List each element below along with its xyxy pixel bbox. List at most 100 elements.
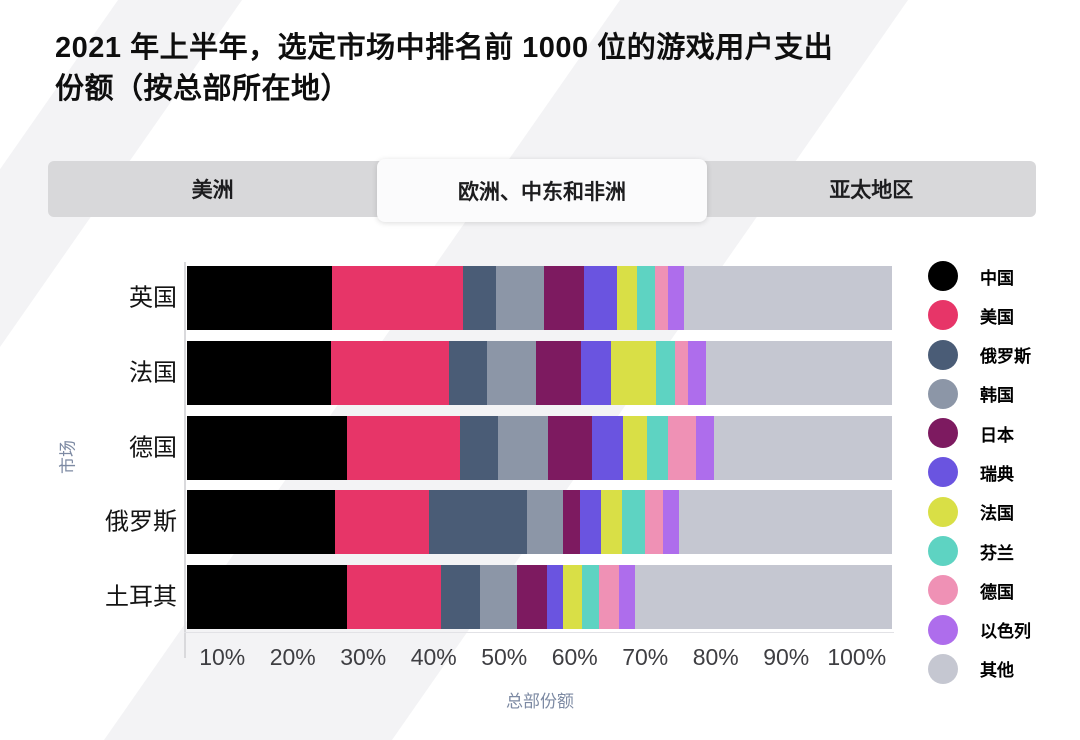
legend-item[interactable]: 日本 <box>928 418 1031 449</box>
bar-segment[interactable] <box>634 565 892 629</box>
x-axis-title: 总部份额 <box>506 692 574 711</box>
legend-swatch-icon <box>928 261 958 291</box>
legend-label: 其他 <box>980 661 1014 681</box>
bar-segment[interactable] <box>187 415 348 480</box>
bar-segment[interactable] <box>674 340 688 405</box>
legend-swatch-icon <box>928 496 958 527</box>
y-axis-category-label: 俄罗斯 <box>105 508 177 536</box>
bar-segment[interactable] <box>621 490 646 555</box>
x-axis-line <box>184 632 894 633</box>
legend-item[interactable]: 俄罗斯 <box>928 339 1031 370</box>
bar-segment[interactable] <box>448 340 488 405</box>
bar-segment[interactable] <box>655 340 675 405</box>
bar-row <box>187 266 892 330</box>
legend-label: 以色列 <box>980 622 1031 642</box>
legend-item[interactable]: 法国 <box>928 496 1031 527</box>
y-axis-category-label: 英国 <box>129 284 177 312</box>
bar-segment[interactable] <box>617 266 637 330</box>
bar-segment[interactable] <box>687 340 706 405</box>
bar-segment[interactable] <box>646 415 669 480</box>
legend-item[interactable]: 瑞典 <box>928 457 1031 488</box>
bar-segment[interactable] <box>714 415 892 480</box>
legend-item[interactable]: 芬兰 <box>928 536 1031 567</box>
bar-segment[interactable] <box>187 340 331 405</box>
bar-segment[interactable] <box>611 340 656 405</box>
y-axis-category-label: 德国 <box>129 434 177 461</box>
bar-segment[interactable] <box>516 565 547 629</box>
tab-region-1[interactable]: 美洲 <box>191 179 234 202</box>
bar-segment[interactable] <box>187 490 336 555</box>
bar-segment[interactable] <box>563 490 581 555</box>
bar-segment[interactable] <box>662 490 679 555</box>
bar-segment[interactable] <box>187 266 333 330</box>
bar-segment[interactable] <box>655 266 668 330</box>
tab-bar: 美洲 欧洲、中东和非洲 亚太地区 <box>48 159 1036 222</box>
legend-swatch-icon <box>928 418 958 449</box>
bar-segment[interactable] <box>428 490 528 555</box>
bar-segment[interactable] <box>347 565 441 629</box>
bar-segment[interactable] <box>679 490 892 555</box>
x-axis-tick-label: 10% <box>199 644 246 670</box>
bar-segment[interactable] <box>601 490 622 555</box>
bar-segment[interactable] <box>636 266 656 330</box>
bar-segment[interactable] <box>581 565 599 629</box>
legend-swatch-icon <box>928 614 958 645</box>
bar-segment[interactable] <box>480 565 517 629</box>
legend-label: 瑞典 <box>980 464 1014 484</box>
y-axis-line <box>184 262 186 658</box>
bar-segment[interactable] <box>527 490 564 555</box>
bar-segment[interactable] <box>705 340 892 405</box>
bar-segment[interactable] <box>496 266 544 330</box>
bar-segment[interactable] <box>330 340 449 405</box>
bar-segment[interactable] <box>543 266 584 330</box>
bar-segment[interactable] <box>583 266 617 330</box>
bar-segment[interactable] <box>459 415 498 480</box>
bar-segment[interactable] <box>547 415 592 480</box>
bar-segment[interactable] <box>668 415 696 480</box>
bar-segment[interactable] <box>347 415 460 480</box>
bar-segment[interactable] <box>581 340 612 405</box>
bar-segment[interactable] <box>667 266 684 330</box>
bar-segment[interactable] <box>535 340 582 405</box>
legend-label: 俄罗斯 <box>980 347 1031 367</box>
legend-item[interactable]: 其他 <box>928 653 1031 684</box>
bar-segment[interactable] <box>683 266 892 330</box>
tab-region-3[interactable]: 亚太地区 <box>829 179 914 202</box>
legend-swatch-icon <box>928 457 958 488</box>
legend-swatch-icon <box>928 575 958 606</box>
legend-label: 德国 <box>980 582 1014 602</box>
bar-row <box>187 490 892 555</box>
x-axis-tick-label: 50% <box>481 644 528 670</box>
bar-segment[interactable] <box>187 565 348 629</box>
legend-item[interactable]: 德国 <box>928 575 1031 606</box>
bar-segment[interactable] <box>645 490 663 555</box>
legend-label: 韩国 <box>980 386 1014 406</box>
legend-item[interactable]: 以色列 <box>928 614 1031 645</box>
stacked-bar-chart <box>187 266 892 629</box>
bar-segment[interactable] <box>546 565 564 629</box>
y-axis-category-label: 法国 <box>129 359 177 387</box>
bar-segment[interactable] <box>497 415 548 480</box>
bar-segment[interactable] <box>463 266 497 330</box>
legend-item[interactable]: 中国 <box>928 261 1031 291</box>
legend-label: 美国 <box>980 307 1014 327</box>
bar-segment[interactable] <box>591 415 624 480</box>
legend-swatch-icon <box>928 378 958 409</box>
tab-region-2[interactable]: 欧洲、中东和非洲 <box>377 159 707 222</box>
bar-segment[interactable] <box>487 340 536 405</box>
bar-segment[interactable] <box>335 490 429 555</box>
y-axis-title: 市场 <box>58 440 78 474</box>
bar-segment[interactable] <box>332 266 464 330</box>
bar-segment[interactable] <box>440 565 481 629</box>
bar-segment[interactable] <box>623 415 647 480</box>
bar-segment[interactable] <box>580 490 602 555</box>
page-title-line1: 2021 年上半年，选定市场中排名前 1000 位的游戏用户支出 <box>55 32 834 64</box>
bar-segment[interactable] <box>563 565 582 629</box>
legend-item[interactable]: 美国 <box>928 300 1031 331</box>
bar-segment[interactable] <box>619 565 635 629</box>
legend-swatch-icon <box>928 339 958 370</box>
bar-segment[interactable] <box>695 415 715 480</box>
bar-segment[interactable] <box>598 565 620 629</box>
legend-item[interactable]: 韩国 <box>928 378 1031 409</box>
